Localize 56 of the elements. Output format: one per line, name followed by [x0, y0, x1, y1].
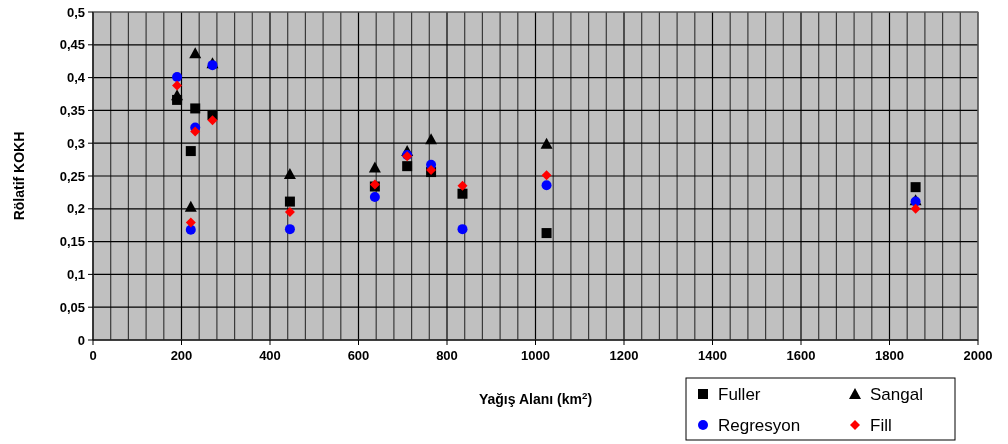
- point: [425, 133, 438, 145]
- point: [185, 224, 196, 235]
- x-tick-label: 1800: [875, 348, 904, 363]
- legend-label: Sangal: [870, 385, 923, 404]
- point: [541, 170, 552, 181]
- point: [369, 191, 380, 202]
- point: [185, 146, 196, 157]
- x-tick-label: 800: [436, 348, 458, 363]
- x-tick-label: 400: [259, 348, 281, 363]
- y-tick-label: 0: [77, 332, 85, 348]
- y-tick-label: 0,3: [66, 135, 85, 151]
- x-axis-title: Yağış Alanı (km$^{2}$): [478, 389, 593, 407]
- legend-label: Fill: [870, 416, 892, 435]
- point: [184, 200, 197, 212]
- legend-label: Regresyon: [718, 416, 801, 435]
- y-tick-label: 0,35: [59, 102, 85, 118]
- x-tick-label: 0: [89, 348, 97, 363]
- x-tick-label: 200: [170, 348, 193, 363]
- y-tick-label: 0,15: [59, 234, 85, 250]
- x-tick-label: 1600: [786, 348, 816, 363]
- point: [368, 161, 381, 173]
- point: [207, 115, 218, 126]
- point: [457, 188, 468, 199]
- y-tick-label: 0,45: [59, 37, 85, 53]
- point: [540, 137, 553, 149]
- point: [190, 126, 201, 137]
- y-tick-label: 0,25: [59, 168, 85, 184]
- point: [283, 168, 296, 180]
- point: [541, 228, 552, 239]
- y-tick-label: 0,2: [66, 201, 85, 217]
- y-tick-label: 0,1: [66, 266, 85, 282]
- point: [189, 47, 202, 59]
- y-tick-label: 0,05: [59, 299, 85, 315]
- x-tick-label: 2000: [963, 348, 993, 363]
- point: [284, 207, 295, 218]
- point: [457, 180, 468, 191]
- x-tick-label: 1400: [698, 348, 727, 363]
- x-tick-label: 600: [347, 348, 370, 363]
- point: [172, 71, 183, 82]
- y-axis-title: Rölatif KOKH: [11, 131, 27, 221]
- point: [402, 161, 413, 172]
- point: [457, 224, 468, 235]
- point: [284, 224, 295, 235]
- point: [910, 203, 921, 214]
- point: [284, 196, 295, 207]
- x-tick-label: 1000: [521, 348, 550, 363]
- y-tick-label: 0,5: [66, 4, 85, 20]
- point: [172, 80, 183, 91]
- point: [171, 89, 184, 101]
- point: [910, 182, 921, 193]
- point: [185, 217, 196, 228]
- point: [541, 180, 552, 191]
- y-tick-label: 0,4: [66, 70, 86, 86]
- legend-label: Fuller: [718, 385, 761, 404]
- x-tick-label: 1200: [609, 348, 639, 363]
- point: [190, 103, 201, 114]
